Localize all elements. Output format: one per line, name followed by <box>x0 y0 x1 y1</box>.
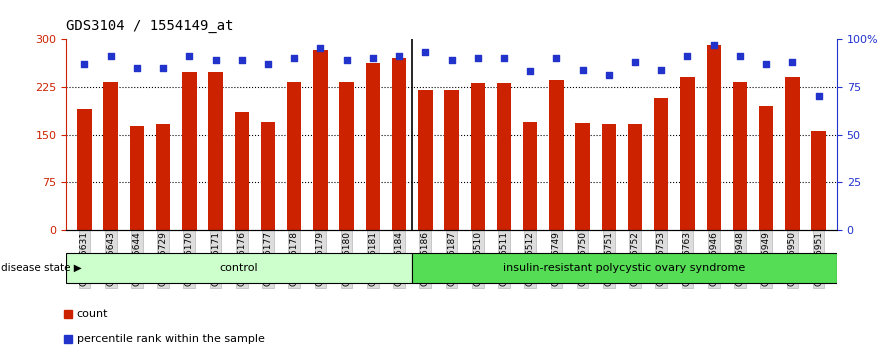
Bar <box>654 98 669 230</box>
Point <box>470 55 485 61</box>
Point <box>418 50 433 55</box>
Point <box>261 61 275 67</box>
Point <box>234 57 248 63</box>
Bar <box>680 77 695 230</box>
Bar <box>66 253 412 283</box>
Point <box>523 69 537 74</box>
Bar <box>314 50 328 230</box>
Text: count: count <box>77 309 108 319</box>
Bar <box>261 122 275 230</box>
Point <box>655 67 669 72</box>
Text: insulin-resistant polycystic ovary syndrome: insulin-resistant polycystic ovary syndr… <box>503 263 745 273</box>
Bar <box>549 80 564 230</box>
Bar <box>707 45 721 230</box>
Point <box>182 53 196 59</box>
Point <box>339 57 353 63</box>
Bar <box>339 82 354 230</box>
Bar <box>234 112 249 230</box>
Point <box>602 73 616 78</box>
Point <box>707 42 721 47</box>
Point <box>497 55 511 61</box>
Bar <box>418 90 433 230</box>
Point <box>811 93 825 99</box>
Point <box>366 55 380 61</box>
Point <box>78 61 92 67</box>
Bar <box>444 90 459 230</box>
Point <box>733 53 747 59</box>
Bar <box>103 82 118 230</box>
Point <box>785 59 799 65</box>
Point <box>759 61 774 67</box>
Text: GDS3104 / 1554149_at: GDS3104 / 1554149_at <box>66 19 233 34</box>
Bar <box>785 77 800 230</box>
Bar <box>733 82 747 230</box>
Point <box>156 65 170 70</box>
Point <box>444 57 458 63</box>
Bar <box>208 72 223 230</box>
Bar <box>366 63 380 230</box>
Point <box>287 55 301 61</box>
Point <box>130 65 144 70</box>
Bar <box>78 109 92 230</box>
Bar <box>412 253 837 283</box>
Bar <box>575 123 589 230</box>
Point <box>209 57 223 63</box>
Bar <box>497 83 511 230</box>
Bar <box>470 83 485 230</box>
Bar <box>156 124 170 230</box>
Point <box>550 55 564 61</box>
Bar <box>523 122 537 230</box>
Bar <box>392 58 406 230</box>
Point <box>680 53 694 59</box>
Point <box>575 67 589 72</box>
Text: percentile rank within the sample: percentile rank within the sample <box>77 333 265 344</box>
Point <box>392 53 406 59</box>
Point <box>104 53 118 59</box>
Point <box>314 46 328 51</box>
Bar <box>287 82 301 230</box>
Bar <box>182 72 196 230</box>
Bar <box>628 124 642 230</box>
Text: disease state ▶: disease state ▶ <box>1 263 82 273</box>
Point <box>628 59 642 65</box>
Bar <box>130 126 144 230</box>
Text: control: control <box>220 263 258 273</box>
Bar <box>759 106 774 230</box>
Bar <box>602 124 616 230</box>
Bar <box>811 131 825 230</box>
